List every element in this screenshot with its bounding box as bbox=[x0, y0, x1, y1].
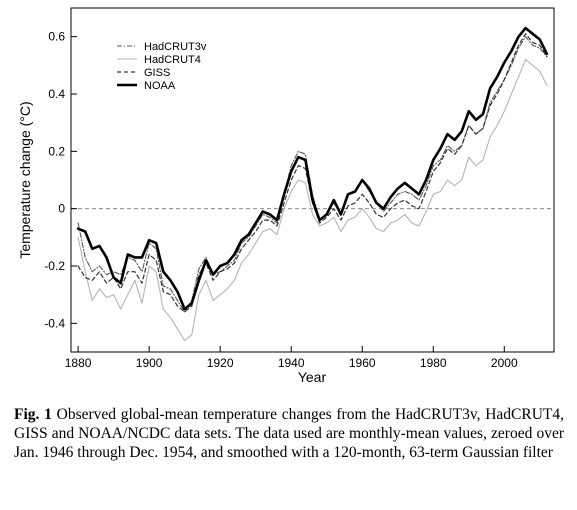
x-tick-label: 1980 bbox=[420, 356, 447, 370]
legend-label: HadCRUT3v bbox=[144, 41, 207, 53]
x-tick-label: 1940 bbox=[278, 356, 305, 370]
y-tick-label: -0.2 bbox=[44, 259, 65, 273]
legend-label: HadCRUT4 bbox=[144, 54, 201, 66]
y-tick-label: 0.6 bbox=[48, 30, 65, 44]
y-tick-label: 0.4 bbox=[48, 87, 65, 101]
y-axis-title: Temperature change (°C) bbox=[17, 101, 33, 258]
figure-caption: Fig. 1 Observed global-mean temperature … bbox=[14, 405, 564, 462]
legend-label: GISS bbox=[144, 67, 170, 79]
x-axis-title: Year bbox=[298, 369, 327, 385]
caption-text: Observed global-mean temperature changes… bbox=[14, 406, 564, 461]
y-tick-label: -0.4 bbox=[44, 316, 65, 330]
temperature-chart: 1880 1900 1920 1940 1960 1980 2000 -0.4 -0.2 0 0.… bbox=[0, 0, 577, 395]
x-tick-label: 1960 bbox=[349, 356, 376, 370]
x-tick-label: 2000 bbox=[491, 356, 518, 370]
y-tick-label: 0.2 bbox=[48, 144, 65, 158]
legend-label: NOAA bbox=[144, 80, 176, 92]
x-tick-label: 1880 bbox=[65, 356, 92, 370]
x-tick-label: 1920 bbox=[207, 356, 234, 370]
x-tick-label: 1900 bbox=[136, 356, 163, 370]
y-tick-label: 0 bbox=[58, 202, 65, 216]
figure-label: Fig. 1 bbox=[14, 406, 52, 423]
